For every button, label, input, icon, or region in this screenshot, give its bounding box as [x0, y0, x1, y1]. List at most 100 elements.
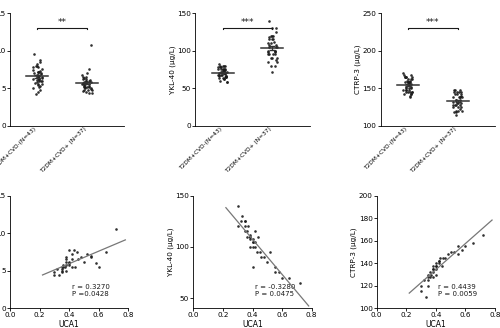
Point [214, 73, 222, 79]
Point [268, 26, 276, 31]
Point [432, 263, 440, 268]
Point [406, 93, 414, 98]
Text: ***: *** [426, 18, 440, 27]
Point [84, 84, 92, 89]
Point [272, 42, 280, 47]
Point [220, 77, 228, 82]
Point [32, 63, 40, 68]
Point [408, 77, 416, 82]
Point [68, 252, 76, 257]
Point [81, 82, 89, 87]
Point [269, 52, 277, 57]
Point [446, 249, 454, 255]
Point [82, 77, 90, 82]
Point [264, 18, 272, 23]
Point [241, 224, 249, 229]
Point [402, 84, 409, 89]
Point [402, 87, 410, 92]
Point [82, 78, 90, 83]
Point [406, 94, 414, 100]
Point [62, 257, 70, 262]
Point [36, 59, 44, 65]
Point [458, 247, 466, 252]
Point [80, 76, 88, 81]
Point [424, 274, 432, 279]
Point [438, 263, 446, 268]
Point [62, 259, 70, 264]
Point [79, 77, 87, 82]
Point [254, 234, 262, 239]
Point [454, 108, 462, 113]
Text: ***: *** [241, 18, 254, 27]
Point [408, 77, 416, 82]
Point [222, 67, 230, 72]
Point [222, 74, 230, 80]
Point [36, 71, 44, 76]
Point [88, 91, 96, 96]
Point [401, 74, 409, 80]
Point [270, 48, 278, 53]
Text: r = 0.4439
P = 0.0059: r = 0.4439 P = 0.0059 [438, 283, 478, 297]
Point [458, 93, 466, 98]
Point [402, 74, 409, 80]
Point [35, 79, 43, 84]
Point [264, 59, 272, 65]
Point [402, 80, 409, 85]
Point [70, 247, 78, 252]
Point [449, 99, 457, 104]
Point [34, 89, 42, 94]
Point [479, 233, 487, 238]
Point [219, 63, 227, 68]
Point [452, 102, 460, 107]
Point [424, 277, 432, 283]
X-axis label: UCA1: UCA1 [242, 320, 263, 328]
Point [404, 80, 412, 85]
Point [72, 249, 80, 255]
Point [81, 86, 89, 91]
Point [450, 249, 458, 255]
Point [219, 68, 227, 73]
Point [217, 69, 225, 74]
Point [32, 63, 40, 68]
Point [35, 76, 43, 81]
Point [29, 68, 37, 73]
Point [266, 249, 274, 255]
Point [80, 84, 88, 89]
Point [424, 272, 432, 277]
Point [402, 87, 409, 92]
Point [248, 244, 256, 250]
Point [216, 62, 224, 67]
Point [253, 249, 261, 255]
Point [65, 261, 73, 266]
Point [454, 252, 462, 257]
Point [426, 274, 434, 279]
Point [264, 34, 272, 40]
Point [236, 219, 244, 224]
Point [220, 68, 228, 73]
Point [405, 80, 413, 85]
Point [270, 37, 278, 42]
Point [404, 82, 412, 87]
Point [450, 102, 458, 107]
Point [278, 275, 286, 280]
Point [85, 83, 93, 89]
Point [92, 261, 100, 266]
Point [220, 68, 228, 73]
Point [32, 92, 40, 97]
Point [36, 83, 44, 89]
Point [218, 72, 226, 77]
Point [82, 74, 90, 80]
Point [456, 97, 464, 102]
Point [452, 108, 460, 113]
Point [402, 74, 410, 80]
Point [454, 101, 462, 106]
X-axis label: UCA1: UCA1 [426, 320, 446, 328]
Point [270, 33, 278, 38]
Point [435, 258, 443, 264]
Point [270, 39, 278, 44]
Point [223, 70, 231, 75]
Y-axis label: CTRP-3 (μg/L): CTRP-3 (μg/L) [354, 45, 361, 94]
Point [28, 65, 36, 70]
Point [444, 252, 452, 257]
Point [38, 79, 46, 84]
